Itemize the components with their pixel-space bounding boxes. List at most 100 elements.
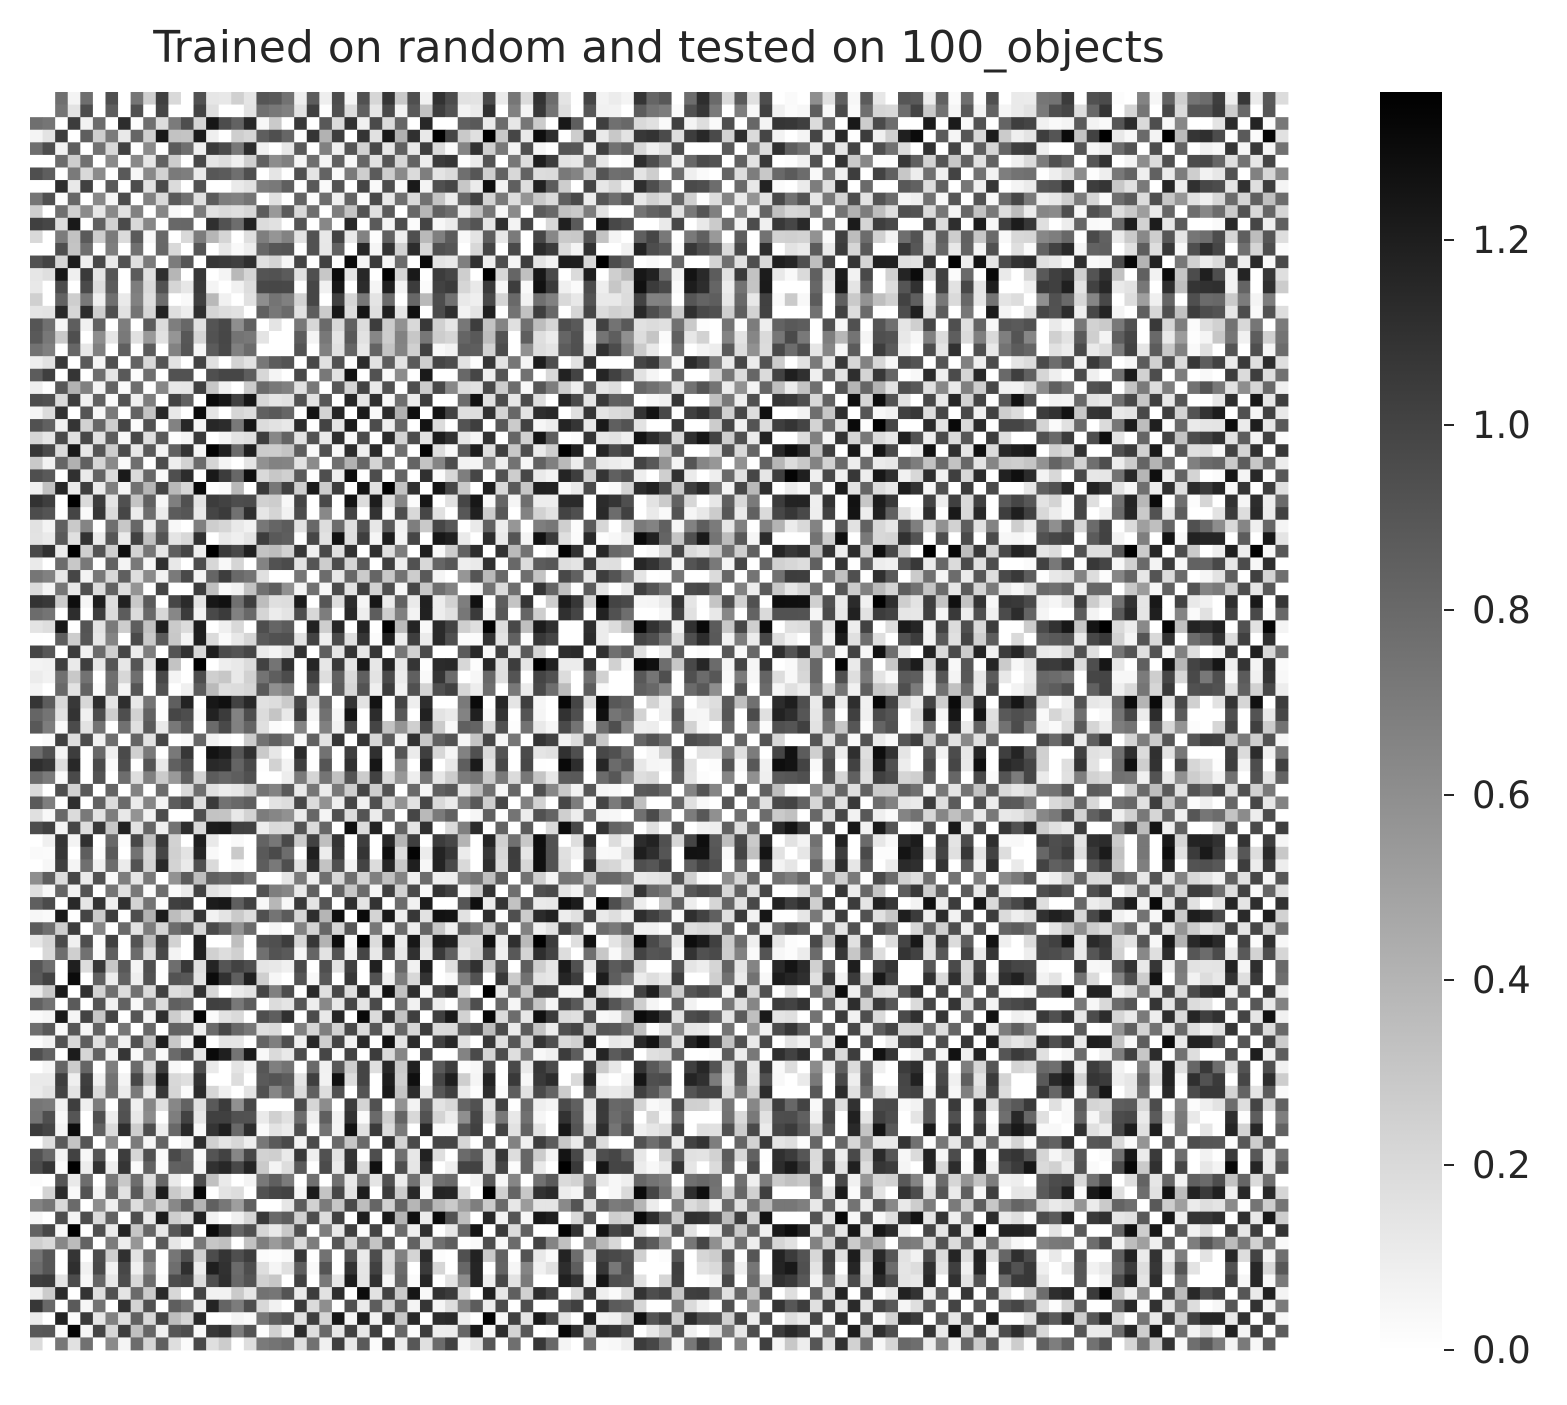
heatmap-cell xyxy=(67,444,81,458)
heatmap-cell xyxy=(508,695,522,709)
heatmap-cell xyxy=(520,406,534,420)
heatmap-cell xyxy=(747,582,761,596)
heatmap-cell xyxy=(30,632,43,646)
heatmap-cell xyxy=(772,557,786,571)
heatmap-cell xyxy=(860,117,874,131)
heatmap-cell xyxy=(1225,695,1239,709)
heatmap-cell xyxy=(809,469,823,483)
heatmap-cell xyxy=(973,154,987,168)
heatmap-cell xyxy=(784,318,798,332)
heatmap-cell xyxy=(231,318,245,332)
heatmap-cell xyxy=(923,230,937,244)
heatmap-cell xyxy=(923,142,937,156)
heatmap-cell xyxy=(445,92,459,105)
heatmap-cell xyxy=(155,632,169,646)
heatmap-cell xyxy=(105,167,119,181)
heatmap-cell xyxy=(243,570,257,584)
heatmap-cell xyxy=(986,620,1000,634)
heatmap-cell xyxy=(1275,92,1289,105)
heatmap-cell xyxy=(218,444,232,458)
heatmap-cell xyxy=(193,507,207,521)
heatmap-cell xyxy=(143,92,157,105)
heatmap-cell xyxy=(772,507,786,521)
heatmap-cell xyxy=(784,695,798,709)
heatmap-cell xyxy=(986,708,1000,722)
heatmap-cell xyxy=(508,129,522,143)
heatmap-cell xyxy=(482,557,496,571)
heatmap-cell xyxy=(1023,469,1037,483)
heatmap-cell xyxy=(1074,645,1088,659)
heatmap-cell xyxy=(596,683,610,697)
heatmap-cell xyxy=(1250,167,1264,181)
heatmap-cell xyxy=(382,230,396,244)
heatmap-cell xyxy=(1061,393,1075,407)
heatmap-cell xyxy=(1174,419,1188,433)
heatmap-cell xyxy=(1212,695,1226,709)
heatmap-cell xyxy=(1162,431,1176,445)
heatmap-cell xyxy=(457,570,471,584)
heatmap-cell xyxy=(67,104,81,118)
heatmap-cell xyxy=(772,192,786,206)
heatmap-cell xyxy=(1250,255,1264,269)
heatmap-cell xyxy=(533,632,547,646)
heatmap-cell xyxy=(331,670,345,684)
heatmap-cell xyxy=(986,419,1000,433)
heatmap-cell xyxy=(910,293,924,307)
heatmap-cell xyxy=(659,117,672,131)
heatmap-cell xyxy=(1086,419,1100,433)
heatmap-cell xyxy=(1149,419,1163,433)
heatmap-cell xyxy=(986,406,1000,420)
heatmap-cell xyxy=(80,519,94,533)
heatmap-cell xyxy=(394,280,408,294)
heatmap-cell xyxy=(1011,519,1025,533)
heatmap-cell xyxy=(407,570,421,584)
heatmap-cell xyxy=(1174,154,1188,168)
heatmap-cell xyxy=(432,544,446,558)
heatmap-cell xyxy=(835,230,849,244)
heatmap-cell xyxy=(155,167,169,181)
heatmap-cell xyxy=(294,230,308,244)
heatmap-cell xyxy=(608,318,622,332)
heatmap-cell xyxy=(986,469,1000,483)
heatmap-cell xyxy=(822,532,836,546)
heatmap-cell xyxy=(1174,167,1188,181)
heatmap-cell xyxy=(92,242,106,256)
heatmap-cell xyxy=(1011,381,1025,395)
heatmap-cell xyxy=(1048,406,1062,420)
heatmap-cell xyxy=(369,92,383,105)
heatmap-cell xyxy=(935,582,949,596)
heatmap-cell xyxy=(407,658,421,672)
heatmap-cell xyxy=(1086,469,1100,483)
heatmap-cell xyxy=(822,255,836,269)
heatmap-cell xyxy=(583,192,597,206)
heatmap-cell xyxy=(457,544,471,558)
heatmap-cell xyxy=(973,331,987,344)
heatmap-cell xyxy=(105,481,119,495)
heatmap-cell xyxy=(218,620,232,634)
heatmap-cell xyxy=(67,368,81,382)
heatmap-cell xyxy=(67,331,81,344)
heatmap-cell xyxy=(898,230,911,244)
heatmap-cell xyxy=(344,431,358,445)
heatmap-cell xyxy=(986,154,1000,168)
heatmap-cell xyxy=(1111,456,1125,470)
heatmap-cell xyxy=(269,645,282,659)
heatmap-cell xyxy=(482,456,496,470)
heatmap-cell xyxy=(1011,205,1025,219)
heatmap-cell xyxy=(809,242,823,256)
heatmap-cell xyxy=(67,620,81,634)
heatmap-cell xyxy=(206,481,220,495)
heatmap-cell xyxy=(1023,419,1037,433)
heatmap-cell xyxy=(885,481,899,495)
heatmap-cell xyxy=(860,632,874,646)
heatmap-cell xyxy=(558,431,572,445)
heatmap-cell xyxy=(42,154,56,168)
heatmap-cell xyxy=(193,280,207,294)
heatmap-cell xyxy=(1011,280,1025,294)
heatmap-cell xyxy=(419,205,433,219)
heatmap-cell xyxy=(269,192,282,206)
heatmap-cell xyxy=(1036,381,1050,395)
heatmap-cell xyxy=(80,192,94,206)
heatmap-cell xyxy=(948,532,962,546)
heatmap-cell xyxy=(394,494,408,508)
